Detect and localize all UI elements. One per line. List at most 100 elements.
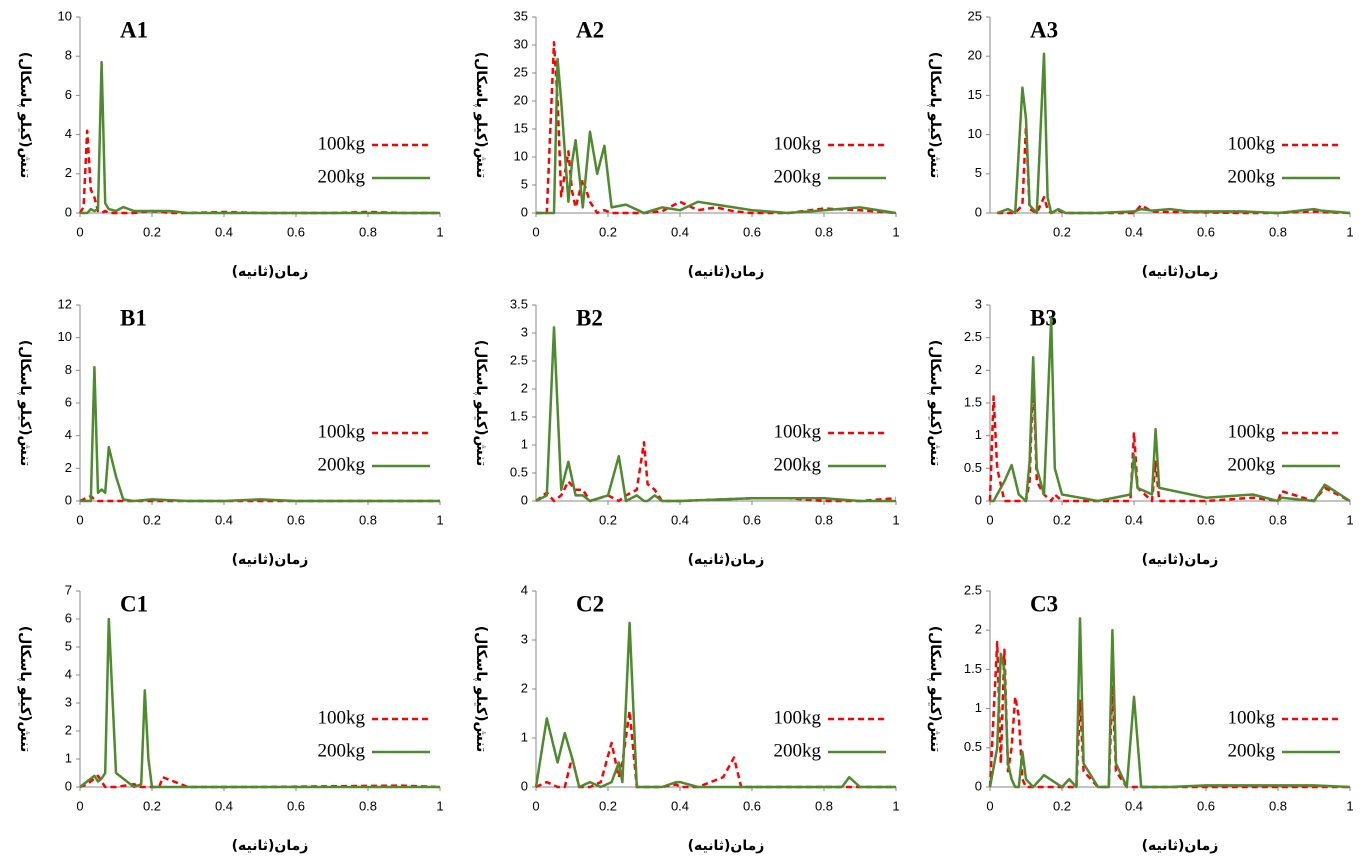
y-tick-label: 1: [65, 750, 72, 765]
x-axis-title: زمان(ثانیه): [688, 552, 765, 568]
y-tick-label: 1: [521, 729, 528, 744]
x-tick-label: 0: [76, 798, 83, 813]
y-tick-label: 1.5: [964, 394, 982, 409]
y-tick-label: 4: [65, 427, 72, 442]
x-tick-label: 0.8: [815, 512, 833, 527]
legend-label: 200kg: [774, 740, 822, 761]
x-tick-label: 1: [1346, 224, 1353, 239]
series-line: [534, 621, 896, 789]
chart-panel: 0 0.5 1 1.5 2 2.5 3 3.5 0.2 0.4 0.6 0.8 1 زمان(ثانیه)…: [473, 296, 900, 568]
y-axis-title: تنش(کیلو پاسکال): [17, 340, 33, 467]
legend-label: 200kg: [318, 454, 366, 475]
y-tick-label: 0: [521, 492, 528, 507]
series-line: [988, 372, 1351, 503]
panel-title: C3: [1030, 591, 1058, 616]
series-line: [80, 365, 440, 503]
x-tick-label: 0: [76, 224, 83, 239]
x-tick-label: 0.2: [599, 224, 617, 239]
legend-label: 200kg: [1228, 166, 1276, 187]
legend-label: 100kg: [1228, 133, 1276, 154]
x-axis-title: زمان(ثانیه): [1142, 838, 1219, 854]
x-tick-label: 0.6: [1197, 798, 1215, 813]
x-tick-label: 1: [1346, 512, 1353, 527]
y-tick-label: 0: [975, 778, 982, 793]
panel-title: A2: [576, 17, 604, 42]
x-tick-label: 0.8: [1269, 798, 1287, 813]
chart-panel: 0 5 10 15 20 25 0.2 0.4 0.6 0.8 1 زمان(ثانیه) تنش(کی…: [927, 8, 1354, 280]
series-line: [997, 125, 1351, 215]
chart-panel: 0 5 10 15 20 25 30 35 0 0.2 0.4 0.6 0.8 1 زمان(ثانیه) ت…: [473, 8, 900, 280]
legend-label: 200kg: [774, 454, 822, 475]
y-axis-title: تنش(کیلو پاسکال): [17, 52, 33, 179]
legend-label: 100kg: [774, 707, 822, 728]
y-tick-label: 0: [521, 778, 528, 793]
x-tick-label: 0.6: [743, 224, 761, 239]
y-tick-label: 3: [521, 631, 528, 646]
y-tick-label: 0: [65, 204, 72, 219]
y-tick-label: 5: [975, 165, 982, 180]
series-line: [79, 617, 440, 789]
series-line: [535, 326, 896, 503]
y-tick-label: 2: [975, 362, 982, 377]
panel-title: A3: [1030, 17, 1058, 42]
x-tick-label: 0.4: [671, 798, 689, 813]
y-axis-title: تنش(کیلو پاسکال): [927, 626, 943, 753]
y-tick-label: 0.5: [510, 464, 528, 479]
legend-label: 100kg: [774, 421, 822, 442]
y-tick-label: 4: [65, 666, 72, 681]
y-tick-label: 6: [65, 87, 72, 102]
x-tick-label: 0.6: [1197, 224, 1215, 239]
legend-label: 100kg: [1228, 421, 1276, 442]
series-line: [988, 617, 1351, 789]
x-tick-label: 0.2: [143, 512, 161, 527]
y-tick-label: 25: [968, 8, 982, 23]
x-tick-label: 0: [532, 798, 539, 813]
y-tick-label: 2.5: [510, 352, 528, 367]
x-tick-label: 0.4: [1125, 224, 1143, 239]
y-tick-label: 6: [65, 610, 72, 625]
y-axis-title: تنش(کیلو پاسکال): [473, 52, 489, 179]
x-tick-label: 0.8: [815, 224, 833, 239]
series-line: [988, 640, 1350, 789]
x-tick-label: 0.2: [143, 798, 161, 813]
y-tick-label: 0: [975, 204, 982, 219]
x-tick-label: 0.6: [743, 512, 761, 527]
legend-label: 200kg: [1228, 740, 1276, 761]
x-tick-label: 1: [436, 798, 443, 813]
y-tick-label: 8: [65, 362, 72, 377]
x-tick-label: 0.8: [815, 798, 833, 813]
y-tick-label: 1: [521, 436, 528, 451]
y-tick-label: 2.5: [964, 582, 982, 597]
y-tick-label: 5: [65, 638, 72, 653]
x-tick-label: 1: [892, 224, 899, 239]
y-tick-label: 5: [521, 176, 528, 191]
y-tick-label: 3: [975, 296, 982, 311]
x-tick-label: 0.6: [287, 224, 305, 239]
chart-panel: 0 1 2 3 4 5 6 7 0 0.2 0.4 0.6 0.8 1 زمان(ثانیه) تنش(کیل…: [17, 582, 444, 854]
legend-label: 200kg: [1228, 454, 1276, 475]
chart-panel: 0 1 2 3 4 0 0.2 0.4 0.6 0.8 1 زمان(ثانیه) تنش(کیلو پ…: [473, 582, 900, 854]
series-line: [80, 60, 440, 215]
series-line: [536, 40, 897, 215]
x-tick-label: 0.6: [287, 798, 305, 813]
series-line: [536, 57, 897, 215]
y-tick-label: 0: [65, 492, 72, 507]
y-tick-label: 35: [514, 8, 528, 23]
legend-label: 200kg: [774, 166, 822, 187]
y-tick-label: 2: [521, 680, 528, 695]
y-tick-label: 2.5: [964, 329, 982, 344]
y-tick-label: 2: [65, 722, 72, 737]
x-tick-label: 0.4: [1125, 512, 1143, 527]
x-axis-title: زمان(ثانیه): [232, 838, 309, 854]
y-tick-label: 8: [65, 48, 72, 63]
x-axis-title: زمان(ثانیه): [688, 264, 765, 280]
legend-label: 100kg: [318, 133, 366, 154]
panel-title: B2: [576, 305, 603, 330]
y-axis-title: تنش(کیلو پاسکال): [17, 626, 33, 753]
legend-label: 100kg: [1228, 707, 1276, 728]
chart-panel: 0 0.5 1 1.5 2 2.5 0 0.2 0.4 0.6 0.8 1 زمان(ثانیه) تنش…: [927, 582, 1354, 854]
y-tick-label: 0: [975, 492, 982, 507]
y-tick-label: 2: [65, 460, 72, 475]
y-tick-label: 4: [521, 582, 528, 597]
y-tick-label: 1.5: [510, 408, 528, 423]
